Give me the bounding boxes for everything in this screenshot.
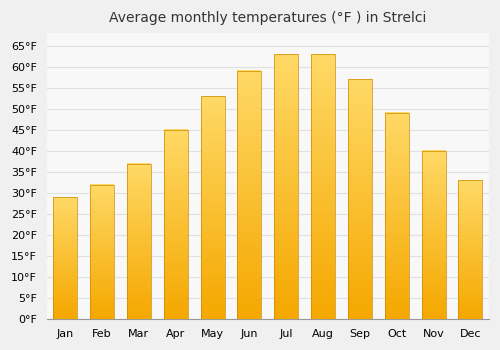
Bar (54, 197, 77, 319)
Bar (274, 54, 298, 319)
Title: Average monthly temperatures (°F ) in Strelci: Average monthly temperatures (°F ) in St… (109, 11, 426, 25)
Bar (348, 79, 372, 319)
Bar (274, 54, 298, 319)
Bar (311, 54, 335, 319)
Bar (458, 180, 482, 319)
Bar (385, 113, 409, 319)
Bar (238, 71, 262, 319)
Bar (90, 184, 114, 319)
Bar (422, 151, 446, 319)
Bar (127, 163, 151, 319)
Bar (348, 79, 372, 319)
Bar (238, 71, 262, 319)
Bar (200, 96, 224, 319)
Bar (164, 130, 188, 319)
Bar (458, 180, 482, 319)
Bar (422, 151, 446, 319)
Bar (385, 113, 409, 319)
Bar (200, 96, 224, 319)
Bar (164, 130, 188, 319)
Bar (311, 54, 335, 319)
Bar (54, 197, 77, 319)
Bar (127, 163, 151, 319)
Bar (90, 184, 114, 319)
